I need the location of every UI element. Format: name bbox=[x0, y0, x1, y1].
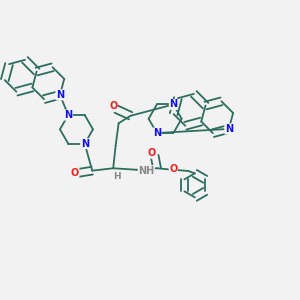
Text: O: O bbox=[109, 101, 117, 111]
Text: O: O bbox=[169, 164, 177, 174]
Text: H: H bbox=[113, 172, 121, 181]
Text: N: N bbox=[81, 139, 89, 149]
Text: N: N bbox=[225, 124, 233, 134]
Text: O: O bbox=[71, 168, 79, 178]
Text: O: O bbox=[148, 148, 156, 158]
Text: N: N bbox=[64, 110, 72, 120]
Text: NH: NH bbox=[138, 166, 154, 176]
Text: N: N bbox=[56, 90, 64, 100]
Text: N: N bbox=[153, 128, 161, 138]
Text: N: N bbox=[169, 100, 177, 110]
